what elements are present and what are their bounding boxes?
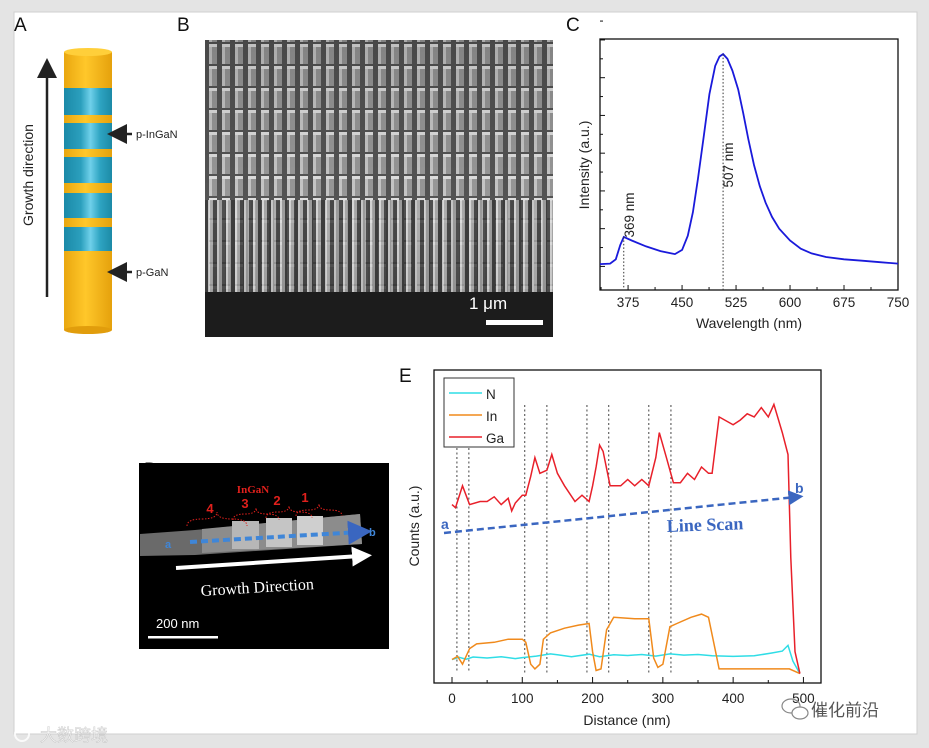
panel-c-pl-spectrum-chart: Wavelength (nm) Intensity (a.u.) 375 450 5…	[576, 20, 910, 331]
wechat-icon-bubble	[791, 706, 809, 720]
watermark-left: 大数跨境	[14, 726, 108, 746]
scale-bar	[486, 320, 543, 325]
ingan-region-label: InGaN	[237, 484, 269, 496]
scan-end-label: b	[369, 527, 376, 539]
legend-label-ga: Ga	[486, 431, 505, 446]
scan-start-label: a	[441, 516, 449, 532]
series-line-ga	[451, 402, 801, 674]
ingan-band	[64, 88, 112, 115]
panel-label-a: A	[14, 15, 27, 36]
segment-label-1: 1	[301, 490, 308, 505]
p-gan-label: p-GaN	[136, 267, 168, 279]
x-tick-label: 0	[448, 691, 456, 706]
legend-label-n: N	[486, 387, 496, 402]
ingan-segment	[266, 518, 292, 547]
cylinder-bottom	[64, 326, 112, 334]
ingan-segment	[297, 516, 323, 545]
panel-label-c: C	[566, 15, 580, 36]
panel-label-e: E	[399, 366, 412, 387]
x-tick-label: 200	[581, 691, 604, 706]
substrate	[205, 292, 553, 337]
scale-bar-label: 1 μm	[469, 294, 507, 313]
panel-label-b: B	[177, 15, 190, 36]
watermark-left-text: 大数跨境	[40, 726, 108, 746]
panel-a-nanowire-schematic: Growth direction p-InGaN p-GaN	[20, 48, 178, 334]
ingan-band	[64, 157, 112, 183]
peak-label: 507 nm	[721, 142, 736, 187]
segment-label-4: 4	[206, 501, 214, 516]
watermark-right-text: 催化前沿	[811, 701, 879, 721]
panel-e-eds-line-scan-chart: Distance (nm) Counts (a.u.) 0 100 200 300 40…	[406, 369, 822, 728]
legend-label-in: In	[486, 409, 497, 424]
sem-shading	[205, 40, 553, 337]
x-tick-label: 750	[887, 295, 910, 310]
x-tick-label: 450	[671, 295, 694, 310]
growth-direction-label: Growth Direction	[200, 576, 314, 600]
ingan-segment	[232, 521, 259, 549]
line-scan-arrow	[189, 520, 372, 545]
x-tick-label: 500	[792, 691, 815, 706]
x-tick-label: 100	[511, 691, 534, 706]
growth-direction-label: Growth direction	[20, 124, 36, 226]
ingan-band	[64, 123, 112, 149]
y-axis-label: Counts (a.u.)	[406, 486, 422, 567]
plot-frame	[599, 38, 899, 291]
x-tick-label: 600	[779, 295, 802, 310]
x-tick-label: 400	[722, 691, 745, 706]
line-scan-label: Line Scan	[666, 513, 743, 536]
ingan-band	[64, 193, 112, 218]
x-tick-label: 525	[725, 295, 748, 310]
segment-label-2: 2	[273, 493, 280, 508]
scan-end-label: b	[795, 480, 804, 496]
peak-label: 369 nm	[622, 192, 637, 237]
legend-box	[443, 377, 515, 448]
cylinder-top	[64, 48, 112, 56]
growth-direction-arrow	[175, 546, 372, 570]
segment-braces	[186, 503, 343, 527]
ingan-band	[64, 227, 112, 251]
x-tick-label: 300	[652, 691, 675, 706]
watermark-logo-icon	[14, 726, 30, 742]
y-axis-label: Intensity (a.u.)	[576, 121, 592, 210]
series-line-n	[451, 643, 801, 674]
scan-start-label: a	[165, 539, 172, 551]
segment-label-3: 3	[241, 496, 248, 511]
scale-bar-label: 200 nm	[156, 616, 199, 631]
x-axis-label: Distance (nm)	[583, 712, 670, 728]
x-tick-label: 675	[833, 295, 856, 310]
x-tick-label: 375	[617, 295, 640, 310]
panel-b-sem-image: 1 μm	[205, 40, 553, 337]
scale-bar	[148, 636, 218, 639]
pl-spectrum-line	[599, 52, 899, 265]
watermark-right: 催化前沿	[781, 698, 879, 721]
series-line-in	[451, 613, 801, 675]
wechat-icon	[781, 698, 801, 714]
line-scan-arrow	[443, 490, 804, 535]
p-ingan-label: p-InGaN	[136, 129, 178, 141]
panel-d-tem-image: InGaN 4 3 2 1 a b Growth Direction 200 n…	[139, 463, 389, 649]
x-axis-label: Wavelength (nm)	[696, 315, 802, 331]
